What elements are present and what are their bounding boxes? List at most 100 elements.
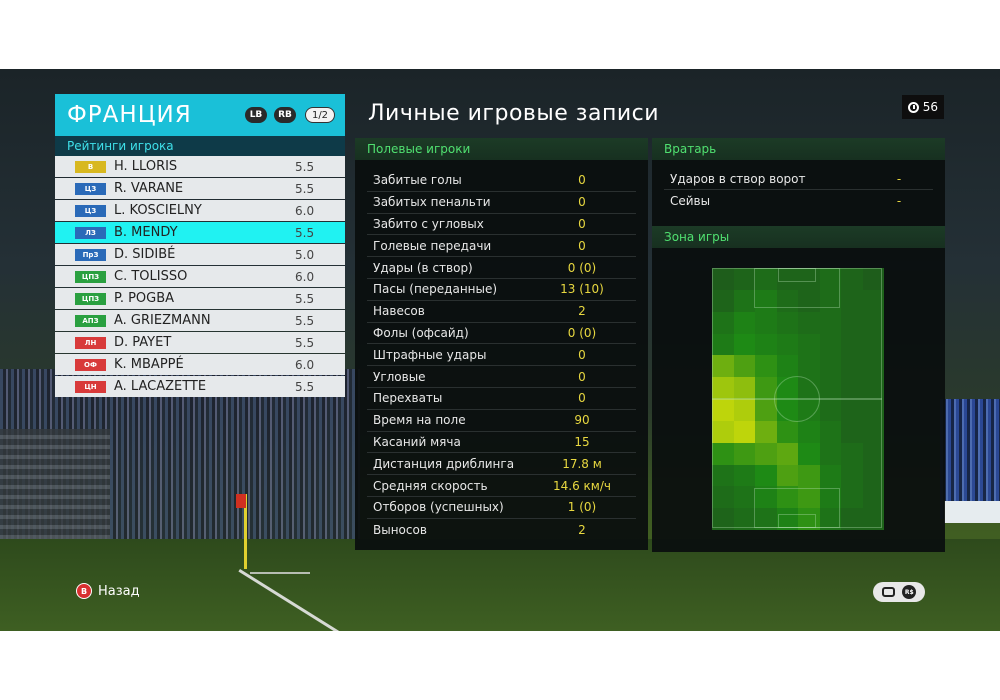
heatmap-cell xyxy=(712,420,735,444)
player-row[interactable]: ЦН A. LACAZETTE 5.5 xyxy=(55,376,345,397)
heatmap-cell xyxy=(733,268,756,291)
player-rating: 5.5 xyxy=(295,335,315,350)
heatmap-cell xyxy=(798,508,821,530)
stat-row: Пасы (переданные) 13 (10) xyxy=(367,279,636,301)
stat-row: Забитые голы 0 xyxy=(367,170,636,192)
rs-button-icon[interactable]: R$ xyxy=(902,585,917,599)
heatmap-cell xyxy=(733,289,756,313)
chat-controls[interactable]: R$ xyxy=(873,582,925,602)
player-row[interactable]: ЦПЗ P. POGBA 5.5 xyxy=(55,288,345,309)
heatmap-cell xyxy=(819,333,842,357)
heatmap-cell xyxy=(755,333,778,357)
stat-row: Время на поле 90 xyxy=(367,410,636,432)
stat-row: Средняя скорость 14.6 км/ч xyxy=(367,475,636,497)
heatmap-cell xyxy=(755,311,778,335)
pitch-marking xyxy=(754,268,840,308)
position-badge: ЦН xyxy=(75,381,106,393)
heatmap-cell xyxy=(841,268,864,291)
timer: 56 xyxy=(902,95,944,119)
player-row[interactable]: ЦПЗ C. TOLISSO 6.0 xyxy=(55,266,345,287)
corner-flag xyxy=(236,494,246,508)
stat-value: 2 xyxy=(578,304,586,319)
heatmap-cell xyxy=(733,399,756,422)
stat-label: Забитых пенальти xyxy=(373,195,491,210)
heatmap-cell xyxy=(712,289,735,313)
pitch-marking xyxy=(754,488,840,528)
heatmap-cell xyxy=(862,289,884,313)
heatmap-cell xyxy=(776,355,799,379)
player-row[interactable]: ПрЗ D. SIDIBÉ 5.0 xyxy=(55,244,345,265)
heatmap-field xyxy=(712,268,884,530)
player-name: C. TOLISSO xyxy=(114,269,188,284)
position-badge: ЛН xyxy=(75,337,106,349)
position-badge: ЛЗ xyxy=(75,227,106,239)
player-row[interactable]: ОФ K. MBAPPÉ 6.0 xyxy=(55,354,345,375)
heatmap-cell xyxy=(841,464,864,488)
heatmap-cell xyxy=(841,289,864,313)
heatmap-cell xyxy=(712,377,735,400)
lb-button-icon[interactable]: LB xyxy=(245,107,267,123)
player-name: A. GRIEZMANN xyxy=(114,313,211,328)
field-players-panel: Полевые игроки Забитые голы 0 Забитых пена… xyxy=(355,138,648,550)
stat-row: Дистанция дриблинга 17.8 м xyxy=(367,453,636,476)
stat-label: Угловые xyxy=(373,369,426,384)
stat-value: 0 xyxy=(578,173,586,188)
stat-value: 15 xyxy=(574,434,590,449)
goalkeeper-header: Вратарь xyxy=(652,138,945,160)
chat-icon[interactable] xyxy=(881,587,895,597)
stat-row: Удары (в створ) 0 (0) xyxy=(367,257,636,279)
heatmap-cell xyxy=(841,420,864,444)
player-row[interactable]: ЦЗ R. VARANE 5.5 xyxy=(55,178,345,199)
heatmap-cell xyxy=(776,508,799,530)
center-circle xyxy=(774,376,820,422)
stat-row: Перехваты 0 xyxy=(367,388,636,410)
crowd-background-right xyxy=(940,399,1000,519)
heatmap-cell xyxy=(733,486,756,510)
pitch-marking xyxy=(712,268,882,528)
game-screen: ФРАНЦИЯ LB RB 1/2 Рейтинги игрока В H. LL… xyxy=(0,69,1000,631)
gk-stat-row: Сейвы - xyxy=(664,190,933,212)
heatmap-cell xyxy=(712,333,735,357)
player-name: R. VARANE xyxy=(114,181,184,196)
stat-value: 0 xyxy=(578,347,586,362)
gk-stat-row: Ударов в створ ворот - xyxy=(664,168,933,190)
heatmap-cell xyxy=(755,377,778,400)
heatmap-cell xyxy=(862,442,884,466)
heatmap-cell xyxy=(733,333,756,357)
heatmap-cell xyxy=(755,420,778,444)
stat-value: 0 (0) xyxy=(567,260,597,275)
stat-row: Голевые передачи 0 xyxy=(367,235,636,258)
heatmap-cell xyxy=(733,377,756,400)
heatmap-cell xyxy=(798,289,821,313)
heatmap-cell xyxy=(712,399,735,422)
heatmap-cell xyxy=(862,355,884,379)
position-badge: ЦЗ xyxy=(75,183,106,195)
heatmap-cell xyxy=(755,355,778,379)
player-row[interactable]: ЦЗ L. KOSCIELNY 6.0 xyxy=(55,200,345,221)
player-row[interactable]: В H. LLORIS 5.5 xyxy=(55,156,345,177)
player-row[interactable]: ЛН D. PAYET 5.5 xyxy=(55,332,345,353)
timer-value: 56 xyxy=(922,100,939,114)
heatmap-cell xyxy=(733,311,756,335)
heatmap-cell xyxy=(776,268,799,291)
heatmap-cell xyxy=(798,355,821,379)
player-rating: 5.5 xyxy=(295,159,315,174)
heatmap-cell xyxy=(776,486,799,510)
page-title: Личные игровые записи xyxy=(368,101,660,126)
player-rating: 5.5 xyxy=(295,313,315,328)
player-row[interactable]: ЛЗ B. MENDY 5.5 xyxy=(55,222,345,243)
heatmap-cell xyxy=(862,377,884,400)
heatmap-cell xyxy=(755,289,778,313)
heatmap-cell xyxy=(776,442,799,466)
heatmap-cell xyxy=(798,333,821,357)
field-stats-list: Забитые голы 0 Забитых пенальти 0 Забито с у… xyxy=(355,160,648,541)
heatmap-cell xyxy=(862,399,884,422)
player-rating: 5.0 xyxy=(295,247,315,262)
pitch-marking xyxy=(778,514,816,528)
heatmap-cell xyxy=(776,420,799,444)
player-name: L. KOSCIELNY xyxy=(114,203,202,218)
position-badge: ЦПЗ xyxy=(75,293,106,305)
back-button[interactable]: B Назад xyxy=(76,583,140,599)
rb-button-icon[interactable]: RB xyxy=(274,107,296,123)
player-row[interactable]: АПЗ A. GRIEZMANN 5.5 xyxy=(55,310,345,331)
